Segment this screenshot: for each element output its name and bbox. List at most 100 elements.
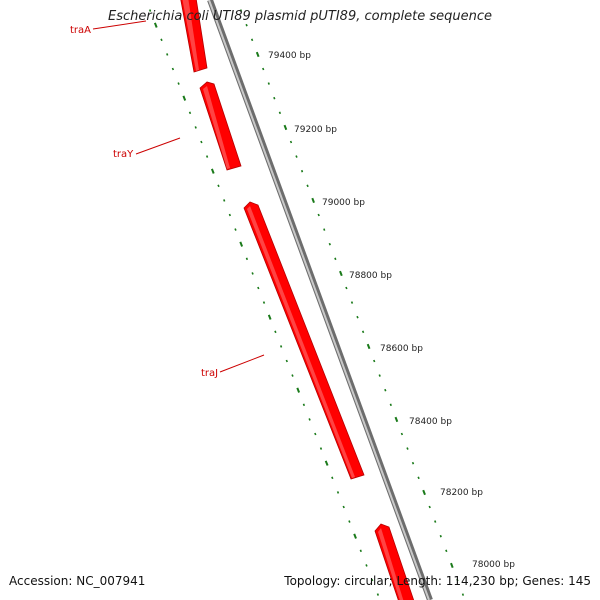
minor-tick bbox=[302, 403, 306, 407]
minor-tick bbox=[389, 403, 392, 407]
minor-tick bbox=[461, 593, 465, 596]
minor-tick bbox=[262, 67, 265, 71]
major-tick bbox=[366, 343, 371, 350]
minor-tick bbox=[223, 199, 226, 202]
ruler-ticks-outer bbox=[239, 9, 465, 596]
ruler-label: 78000 bp bbox=[472, 560, 515, 570]
minor-tick bbox=[319, 447, 323, 450]
major-tick bbox=[296, 387, 301, 393]
ruler-labels: 79400 bp 79200 bp 79000 bp 78800 bp 7860… bbox=[268, 51, 515, 570]
gene-arrow-unlabeled[interactable] bbox=[374, 523, 417, 600]
minor-tick bbox=[334, 257, 337, 261]
gene-label-traJ[interactable]: traJ bbox=[201, 368, 218, 379]
gene-arrows bbox=[179, 0, 417, 600]
ruler-label: 79400 bp bbox=[268, 51, 311, 61]
accession-text: Accession: NC_007941 bbox=[9, 574, 146, 588]
minor-tick bbox=[245, 23, 248, 27]
minor-tick bbox=[308, 418, 311, 421]
minor-tick bbox=[239, 9, 243, 12]
minor-tick bbox=[361, 330, 365, 334]
minor-tick bbox=[166, 53, 169, 56]
ruler-label: 78400 bp bbox=[409, 417, 452, 427]
minor-tick bbox=[262, 301, 266, 304]
minor-tick bbox=[456, 578, 459, 582]
gene-labels: traA traY traJ bbox=[70, 25, 218, 379]
gene-arrow-traY[interactable] bbox=[199, 81, 242, 171]
minor-tick bbox=[245, 257, 249, 261]
minor-tick bbox=[411, 461, 415, 465]
major-tick bbox=[394, 416, 399, 423]
minor-tick bbox=[285, 359, 288, 363]
minor-tick bbox=[289, 140, 293, 144]
minor-tick bbox=[295, 155, 298, 158]
minor-tick bbox=[234, 228, 237, 231]
minor-tick bbox=[291, 374, 294, 377]
minor-tick bbox=[348, 520, 351, 523]
minor-tick bbox=[406, 447, 409, 450]
minor-tick bbox=[217, 184, 220, 188]
minor-tick bbox=[378, 374, 381, 377]
minor-tick bbox=[417, 476, 420, 480]
ruler-ticks-inner bbox=[148, 9, 380, 596]
gene-arrow-traJ[interactable] bbox=[243, 201, 365, 480]
minor-tick bbox=[274, 330, 277, 334]
backbone bbox=[207, 0, 433, 600]
minor-tick bbox=[373, 359, 376, 363]
gene-label-traA[interactable]: traA bbox=[70, 25, 91, 36]
minor-tick bbox=[250, 38, 254, 42]
minor-tick bbox=[384, 388, 387, 392]
minor-tick bbox=[428, 505, 431, 509]
minor-tick bbox=[300, 169, 304, 173]
minor-tick bbox=[177, 82, 180, 85]
major-tick bbox=[311, 197, 315, 204]
minor-tick bbox=[371, 578, 374, 582]
major-tick bbox=[339, 270, 343, 277]
minor-tick bbox=[336, 491, 340, 494]
minor-tick bbox=[148, 9, 152, 12]
major-tick bbox=[182, 95, 187, 101]
ruler-label: 79200 bp bbox=[294, 125, 337, 135]
gene-label-leaders bbox=[92, 20, 265, 373]
gene-arrow-traA[interactable] bbox=[179, 0, 208, 73]
ruler-label: 78800 bp bbox=[349, 271, 392, 281]
minor-tick bbox=[434, 520, 437, 523]
minor-tick bbox=[356, 315, 359, 319]
minor-tick bbox=[273, 96, 276, 100]
minor-tick bbox=[188, 111, 192, 115]
minor-tick bbox=[400, 432, 404, 436]
ruler-label: 78200 bp bbox=[440, 488, 483, 498]
minor-tick bbox=[323, 228, 326, 231]
minor-tick bbox=[439, 534, 442, 538]
minor-tick bbox=[328, 242, 331, 246]
map-title: Escherichia coli UTI89 plasmid pUTI89, c… bbox=[108, 9, 492, 24]
minor-tick bbox=[251, 272, 254, 275]
major-tick bbox=[239, 241, 244, 247]
major-tick bbox=[422, 489, 426, 496]
major-tick bbox=[283, 124, 288, 131]
minor-tick bbox=[279, 345, 283, 348]
minor-tick bbox=[342, 505, 345, 509]
minor-tick bbox=[376, 593, 380, 596]
minor-tick bbox=[257, 286, 260, 290]
minor-tick bbox=[317, 213, 320, 217]
minor-tick bbox=[445, 549, 448, 553]
ruler-label: 79000 bp bbox=[322, 198, 365, 208]
minor-tick bbox=[359, 549, 362, 553]
minor-tick bbox=[267, 82, 270, 85]
major-tick bbox=[255, 51, 260, 58]
major-tick bbox=[353, 533, 357, 539]
minor-tick bbox=[194, 126, 197, 129]
minor-tick bbox=[205, 155, 209, 158]
major-tick bbox=[267, 314, 272, 320]
minor-tick bbox=[228, 213, 231, 217]
gene-label-traY[interactable]: traY bbox=[113, 149, 134, 160]
minor-tick bbox=[160, 38, 163, 42]
major-tick bbox=[210, 168, 215, 174]
minor-tick bbox=[345, 286, 348, 290]
minor-tick bbox=[171, 67, 175, 71]
major-tick bbox=[324, 460, 329, 466]
minor-tick bbox=[331, 476, 334, 480]
sequence-summary: Topology: circular; Length: 114,230 bp; … bbox=[284, 574, 591, 588]
